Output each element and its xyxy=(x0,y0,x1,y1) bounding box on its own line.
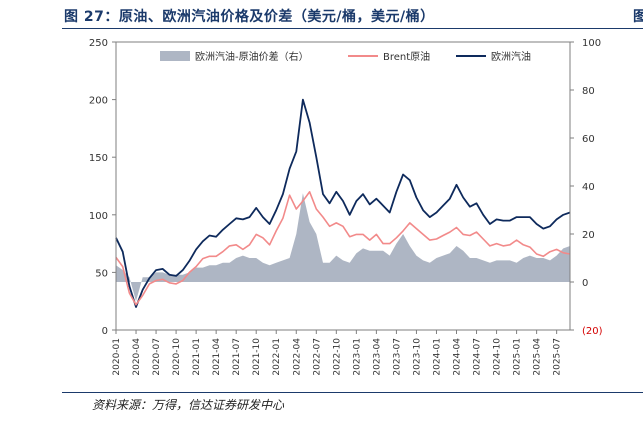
right-axis-ticks: 100 80 60 40 20 0 (20) xyxy=(570,38,603,337)
legend-label: 欧洲汽油-原油价差（右） xyxy=(195,50,309,63)
x-tick-label: 2020-04 xyxy=(132,338,142,376)
left-tick-label: 50 xyxy=(95,268,108,279)
x-tick-label: 2023-07 xyxy=(392,338,402,376)
top-rule xyxy=(62,28,643,29)
x-tick-label: 2023-01 xyxy=(352,338,362,376)
spread-area-layer xyxy=(116,193,570,302)
left-tick-label: 0 xyxy=(102,326,108,337)
left-tick-label: 200 xyxy=(89,96,108,107)
x-tick-label: 2022-10 xyxy=(332,338,342,376)
right-tick-label: 0 xyxy=(582,278,588,289)
x-tick-label: 2023-10 xyxy=(412,338,422,376)
left-tick-label: 150 xyxy=(89,153,108,164)
x-tick-label: 2020-01 xyxy=(112,338,122,376)
legend-label: 欧洲汽油 xyxy=(491,50,531,63)
right-tick-label: 60 xyxy=(582,134,595,145)
right-tick-label: 20 xyxy=(582,230,595,241)
x-tick-label: 2025-07 xyxy=(553,338,563,376)
cropped-title-fragment: 图 xyxy=(633,9,643,25)
source-note: 资料来源：万得，信达证券研发中心 xyxy=(92,398,285,412)
x-tick-label: 2021-01 xyxy=(192,338,202,376)
right-tick-label: (20) xyxy=(582,326,603,337)
right-tick-label: 40 xyxy=(582,182,595,193)
x-tick-label: 2024-01 xyxy=(432,338,442,376)
x-tick-label: 2020-07 xyxy=(152,338,162,376)
x-tick-label: 2021-04 xyxy=(212,338,222,376)
legend-label: Brent原油 xyxy=(383,50,430,63)
x-tick-label: 2022-01 xyxy=(272,338,282,376)
plot-border xyxy=(115,41,571,331)
chart-title: 图 27：原油、欧洲汽油价格及价差（美元/桶，美元/桶） xyxy=(64,9,435,25)
x-tick-label: 2024-07 xyxy=(473,338,483,376)
x-tick-label: 2022-04 xyxy=(292,338,302,376)
left-tick-label: 100 xyxy=(89,211,108,222)
x-axis-ticks: 2020-01 2020-04 2020-07 2020-10 2021-01 2021-… xyxy=(112,330,563,376)
right-tick-label: 100 xyxy=(582,38,601,49)
price-lines-layer xyxy=(115,98,571,308)
right-tick-label: 80 xyxy=(582,86,595,97)
x-tick-label: 2021-10 xyxy=(252,338,262,376)
x-tick-label: 2024-04 xyxy=(453,338,463,376)
legend-swatch-spread xyxy=(160,51,190,61)
left-tick-label: 250 xyxy=(89,38,108,49)
bottom-rule xyxy=(62,392,643,393)
legend: 欧洲汽油-原油价差（右） Brent原油 欧洲汽油 xyxy=(160,50,531,63)
x-tick-label: 2020-10 xyxy=(172,338,182,376)
gasoline-line xyxy=(115,98,571,308)
spread-area xyxy=(116,193,570,302)
left-axis-ticks: 250 200 150 100 50 0 xyxy=(89,38,116,337)
x-tick-label: 2023-04 xyxy=(372,338,382,376)
x-tick-label: 2022-07 xyxy=(312,338,322,376)
x-tick-label: 2025-01 xyxy=(513,338,523,376)
x-tick-label: 2021-07 xyxy=(232,338,242,376)
x-tick-label: 2025-04 xyxy=(533,338,543,376)
x-tick-label: 2024-10 xyxy=(493,338,503,376)
brent-line xyxy=(115,191,571,306)
plot-frame xyxy=(115,41,571,331)
